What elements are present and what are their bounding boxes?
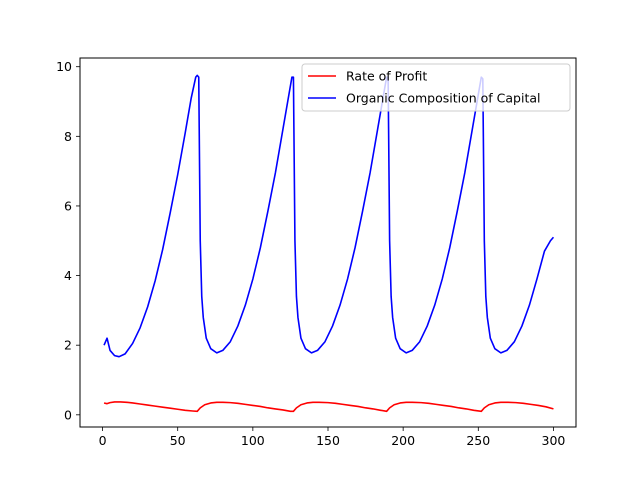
y-tick-label: 2 [64, 338, 72, 353]
series-line-rate-of-profit [103, 401, 554, 413]
y-tick-label: 6 [64, 198, 72, 213]
y-tick-label: 4 [64, 268, 72, 283]
x-tick-label: 50 [170, 433, 186, 448]
y-tick-label: 0 [64, 407, 72, 422]
y-tick-label: 8 [64, 129, 72, 144]
x-tick-label: 150 [316, 433, 340, 448]
x-axis: 0 50 100 150 200 250 300 [99, 427, 566, 448]
y-axis: 0 2 4 6 8 10 [56, 59, 80, 422]
legend: Rate of Profit Organic Composition of Ca… [301, 63, 571, 112]
legend-box [301, 63, 571, 112]
legend-label-organic-composition: Organic Composition of Capital [346, 91, 540, 106]
x-tick-label: 0 [99, 433, 107, 448]
legend-label-rate-of-profit: Rate of Profit [346, 69, 427, 84]
x-tick-label: 300 [542, 433, 566, 448]
x-tick-label: 100 [241, 433, 265, 448]
x-tick-label: 200 [391, 433, 415, 448]
y-tick-label: 10 [56, 59, 72, 74]
x-tick-label: 250 [466, 433, 490, 448]
